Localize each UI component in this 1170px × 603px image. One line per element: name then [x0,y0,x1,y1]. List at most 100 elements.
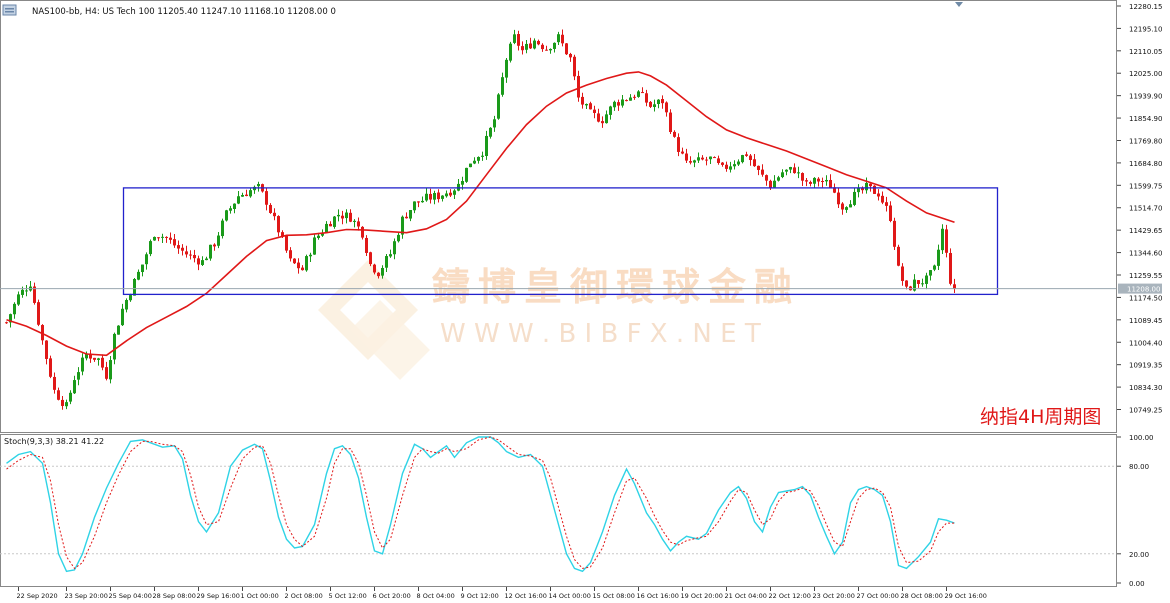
candle [285,235,288,253]
down-triangle-icon[interactable] [955,2,963,7]
candle [409,210,412,222]
candle [413,201,416,214]
candle [665,101,668,117]
candle [361,226,364,240]
candle [193,249,196,263]
candle [237,191,240,205]
candle [249,188,252,198]
time-tick-label: 28 Oct 08:00 [901,592,943,600]
candle [541,43,544,52]
candle [933,264,936,272]
candle [221,218,224,239]
candle [705,156,708,166]
price-tick-label: 12110.05 [1129,48,1162,56]
candle [433,190,436,205]
stoch-main-line [6,436,955,573]
candle [441,195,444,202]
candle [657,99,660,109]
candle [173,233,176,248]
candle [485,130,488,160]
window-menu-icon[interactable] [2,4,17,16]
candle [641,87,644,94]
candle [77,367,80,386]
candle [681,147,684,155]
candle [425,188,428,202]
candle [5,321,8,324]
candle [345,209,348,224]
candle [925,272,928,290]
candle [145,252,148,270]
candle [825,175,828,186]
time-tick-label: 15 Oct 08:00 [593,592,635,600]
price-tick-label: 10834.30 [1129,384,1162,392]
candle [529,37,532,50]
candle [661,95,664,109]
candle [381,265,384,279]
time-tick-label: 29 Sep 16:00 [197,592,240,600]
candle [353,219,356,228]
candle [385,253,388,272]
candle [821,177,824,188]
range-box[interactable] [122,187,999,296]
candle [593,105,596,119]
candle [853,188,856,207]
price-tick-label: 12025.00 [1129,70,1162,78]
candle [617,99,620,111]
candle [61,395,64,410]
candle [565,42,568,55]
candle [97,357,100,366]
candle [349,209,352,223]
candle [561,29,564,47]
candle [837,188,840,208]
candle [105,361,108,381]
chart-caption: 纳指4H周期图 [980,406,1101,428]
candle [109,355,112,384]
candle [801,172,804,187]
time-tick-label: 8 Oct 04:00 [417,592,455,600]
candle [929,269,932,281]
price-tick-label: 10919.35 [1129,362,1162,370]
candle [569,52,572,62]
time-tick-label: 23 Sep 20:00 [65,592,108,600]
candle [557,31,560,46]
bibfx-logo-icon [318,260,430,380]
candle [793,163,796,174]
candle [785,169,788,176]
time-tick-label: 25 Sep 04:00 [109,592,152,600]
time-tick-label: 28 Sep 08:00 [153,592,196,600]
candle [289,247,292,262]
price-tick-label: 12280.15 [1129,3,1162,11]
candle [393,238,396,260]
candle [369,251,372,267]
candle [245,189,248,197]
candle [233,203,236,214]
candle [417,201,420,208]
candle [725,161,728,172]
candle [753,153,756,167]
candle [673,130,676,138]
candle [709,156,712,165]
candle [161,233,164,244]
candle [189,250,192,260]
candle [857,184,860,198]
candle [577,70,580,102]
candle [501,72,504,97]
candle [265,187,268,211]
candle [217,232,220,249]
candle [645,89,648,107]
candle [401,215,404,239]
candle [273,208,276,221]
candle [209,244,212,261]
candle [773,175,776,188]
price-tick-label: 11089.45 [1129,317,1162,325]
candle [813,177,816,189]
stoch-panel[interactable] [0,436,1116,573]
candle [669,109,672,134]
candle [757,165,760,176]
price-panel[interactable] [0,29,1116,410]
candle [701,155,704,161]
candle [941,224,944,254]
candle [377,272,380,279]
candle [533,38,536,50]
